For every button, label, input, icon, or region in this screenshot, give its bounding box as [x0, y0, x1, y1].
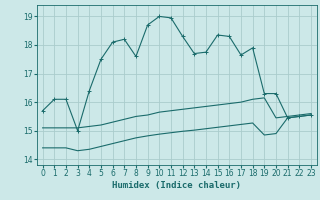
X-axis label: Humidex (Indice chaleur): Humidex (Indice chaleur) [112, 181, 241, 190]
